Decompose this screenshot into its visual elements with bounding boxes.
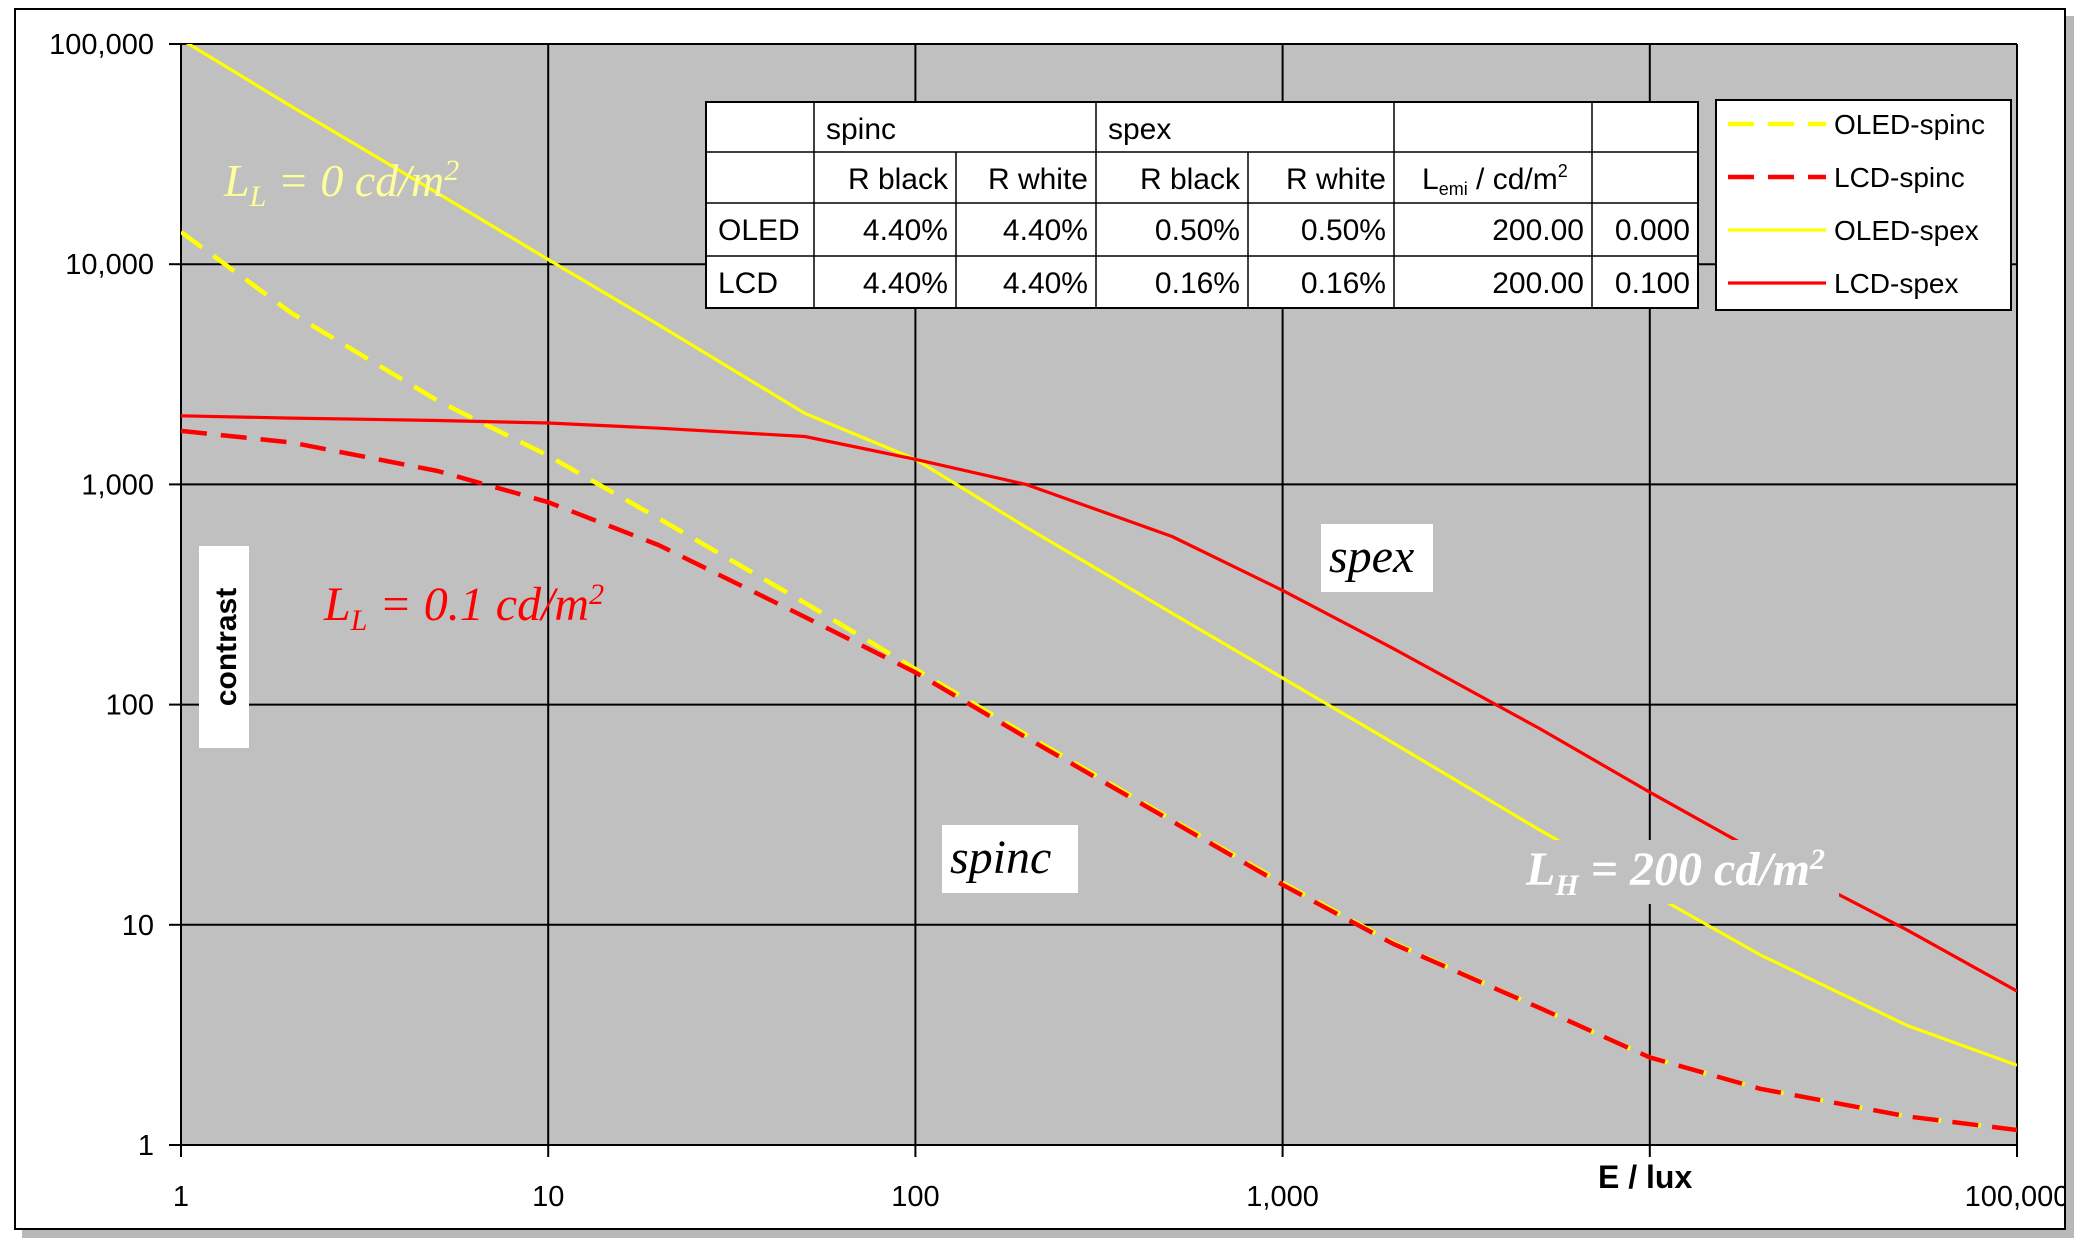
x-tick-label: 1,000 [1246,1181,1319,1213]
annotation-ll01: LL = 0.1 cd/m2 [323,578,604,637]
annotation-spinc: spinc [942,825,1078,893]
table-cell: 200.00 [1492,267,1584,300]
y-axis-label: contrast [210,588,243,706]
table-cell: 4.40% [863,214,948,247]
table-cell: 0.50% [1155,214,1240,247]
table-cell: LCD [718,267,778,300]
table-subheader-cell: R black [848,163,949,196]
table-cell: 0.16% [1301,267,1386,300]
table-subheader-cell: R white [988,163,1088,196]
axes: 1 10 100 1,000 100,000 1 10 100 1,000 10,000 100,0… [49,29,2064,1213]
series-oled-spex [185,44,2017,1067]
series-oled-spinc [181,230,2017,1133]
legend-label: OLED-spex [1834,215,1979,246]
table-subheader-cell: R white [1286,163,1386,196]
legend-label: LCD-spinc [1834,162,1965,193]
y-tick-label: 1 [138,1130,154,1162]
table-cell: 0.100 [1615,267,1690,300]
spinc-label: spinc [950,831,1051,884]
table-cell: 0.000 [1615,214,1690,247]
table-cell: OLED [718,214,800,247]
y-tick-label: 10,000 [65,249,154,281]
contrast-chart: 1 10 100 1,000 100,000 1 10 100 1,000 10,000 100,0… [49,29,2064,1213]
table-cell: 4.40% [1003,267,1088,300]
legend: OLED-spinc LCD-spinc OLED-spex LCD-spex [1715,99,2012,311]
annotation-spex: spex [1321,524,1433,592]
series-layer [181,44,2017,1133]
table-subheader-cell: Lemi / cd/m2 [1422,161,1568,199]
table-cell: 4.40% [863,267,948,300]
svg-text:LH = 200 cd/m2: LH = 200 cd/m2 [1525,843,1825,902]
legend-label: OLED-spinc [1834,109,1985,140]
x-tick-label: 10 [532,1181,564,1213]
svg-text:LL = 0.1 cd/m2: LL = 0.1 cd/m2 [323,578,604,637]
x-tick-label: 1 [173,1181,189,1213]
table-background [705,101,1699,309]
table-cell: 0.50% [1301,214,1386,247]
table-cell: 4.40% [1003,214,1088,247]
chart-frame: 1 10 100 1,000 100,000 1 10 100 1,000 10,000 100,0… [14,8,2066,1230]
spex-label: spex [1329,530,1414,583]
x-tick-label: 100,000 [1965,1181,2064,1213]
y-tick-label: 1,000 [81,469,154,501]
series-lcd-spex [181,414,2017,993]
y-axis-title: contrast [199,546,249,748]
table-subheader-cell: R black [1140,163,1241,196]
x-tick-label: 100 [891,1181,939,1213]
legend-box [1715,99,2012,311]
table-cell: 0.16% [1155,267,1240,300]
annotation-lh200: LH = 200 cd/m2 [1519,840,1839,904]
y-tick-label: 10 [122,910,154,942]
svg-text:LL = 0 cd/m2: LL = 0 cd/m2 [223,154,459,213]
table-cell: 200.00 [1492,214,1584,247]
y-tick-label: 100,000 [49,29,154,61]
table-header-cell: spex [1108,113,1171,146]
parameter-table: spinc spex R black R white R black R white Lem… [705,101,1699,309]
annotation-ll0: LL = 0 cd/m2 [223,154,459,213]
table-header-cell: spinc [826,113,896,146]
y-tick-label: 100 [106,690,154,722]
legend-label: LCD-spex [1834,268,1958,299]
ll0-equation: = 0 cd/m [266,155,444,206]
x-axis-label: E / lux [1598,1159,1692,1195]
